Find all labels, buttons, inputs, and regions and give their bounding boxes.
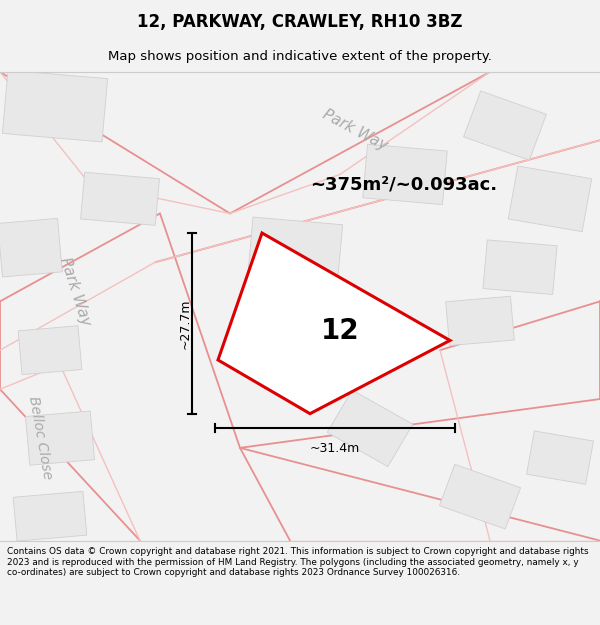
Polygon shape: [527, 431, 593, 484]
Text: Park Way: Park Way: [320, 107, 390, 154]
Text: Map shows position and indicative extent of the property.: Map shows position and indicative extent…: [108, 49, 492, 62]
Polygon shape: [363, 144, 447, 204]
Polygon shape: [327, 390, 413, 466]
Polygon shape: [80, 173, 160, 226]
Text: ~27.7m: ~27.7m: [179, 298, 191, 349]
Polygon shape: [508, 166, 592, 232]
Polygon shape: [464, 91, 547, 160]
Polygon shape: [2, 70, 107, 142]
Polygon shape: [13, 491, 87, 541]
Text: 12: 12: [320, 317, 359, 344]
Text: ~31.4m: ~31.4m: [310, 442, 360, 455]
Text: 12, PARKWAY, CRAWLEY, RH10 3BZ: 12, PARKWAY, CRAWLEY, RH10 3BZ: [137, 12, 463, 31]
Polygon shape: [439, 464, 521, 529]
Polygon shape: [483, 240, 557, 294]
Polygon shape: [25, 411, 95, 465]
Polygon shape: [247, 217, 343, 288]
Text: Belloc Close: Belloc Close: [26, 396, 54, 481]
Polygon shape: [0, 218, 62, 277]
Text: Contains OS data © Crown copyright and database right 2021. This information is : Contains OS data © Crown copyright and d…: [7, 548, 589, 577]
Text: ~375m²/~0.093ac.: ~375m²/~0.093ac.: [310, 175, 497, 193]
Polygon shape: [446, 296, 514, 346]
Text: Park Way: Park Way: [57, 256, 93, 328]
Polygon shape: [218, 233, 450, 414]
Polygon shape: [18, 326, 82, 374]
